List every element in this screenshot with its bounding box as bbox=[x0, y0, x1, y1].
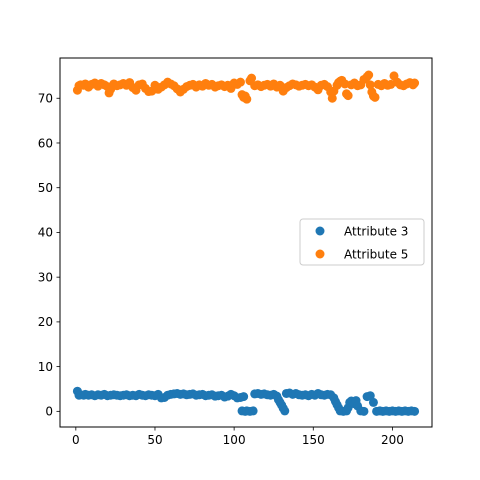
y-tick-label-70: 70 bbox=[38, 92, 53, 106]
x-tick-label-200: 200 bbox=[381, 433, 404, 447]
legend: Attribute 3 Attribute 5 bbox=[299, 218, 425, 266]
legend-marker-attribute-3 bbox=[315, 226, 325, 236]
data-point-attribute-5-105 bbox=[370, 92, 380, 102]
data-point-attribute-5-86 bbox=[327, 93, 337, 103]
x-tick-label-150: 150 bbox=[302, 433, 325, 447]
y-tick-label-10: 10 bbox=[38, 360, 53, 374]
legend-label-attribute-5: Attribute 5 bbox=[344, 248, 408, 262]
data-point-attribute-3-102 bbox=[359, 406, 369, 416]
x-tick-label-0: 0 bbox=[72, 433, 80, 447]
series-attribute-3 bbox=[72, 386, 420, 416]
y-tick-label-0: 0 bbox=[45, 405, 53, 419]
plot-area-frame bbox=[59, 57, 433, 428]
data-point-attribute-5-94 bbox=[343, 91, 353, 101]
data-point-attribute-5-118 bbox=[410, 78, 420, 88]
y-tick-label-40: 40 bbox=[38, 226, 53, 240]
y-tick-label-50: 50 bbox=[38, 181, 53, 195]
y-tick-label-20: 20 bbox=[38, 315, 53, 329]
legend-marker-attribute-5 bbox=[315, 249, 325, 259]
data-point-attribute-5-101 bbox=[364, 70, 374, 80]
data-point-attribute-3-55 bbox=[239, 392, 249, 402]
data-point-attribute-3-118 bbox=[410, 406, 420, 416]
y-tick-label-30: 30 bbox=[38, 270, 53, 284]
x-tick-label-50: 50 bbox=[147, 433, 162, 447]
data-point-attribute-3-59 bbox=[248, 406, 258, 416]
series-attribute-5 bbox=[72, 70, 420, 104]
data-point-attribute-3-72 bbox=[280, 406, 290, 416]
x-tick-label-100: 100 bbox=[223, 433, 246, 447]
axis-ticks: 0 50 100 150 200 0 10 20 30 40 50 60 70 bbox=[38, 92, 404, 447]
y-tick-label-60: 60 bbox=[38, 136, 53, 150]
data-point-attribute-5-58 bbox=[242, 94, 252, 104]
legend-frame bbox=[299, 218, 425, 266]
data-point-attribute-5-60 bbox=[247, 73, 257, 83]
data-point-attribute-5-102 bbox=[365, 80, 375, 90]
data-point-attribute-5-54 bbox=[235, 77, 245, 87]
legend-label-attribute-3: Attribute 3 bbox=[344, 225, 408, 239]
data-point-attribute-3-105 bbox=[368, 397, 378, 407]
points-layer bbox=[72, 70, 420, 416]
data-point-attribute-3-104 bbox=[365, 391, 375, 401]
